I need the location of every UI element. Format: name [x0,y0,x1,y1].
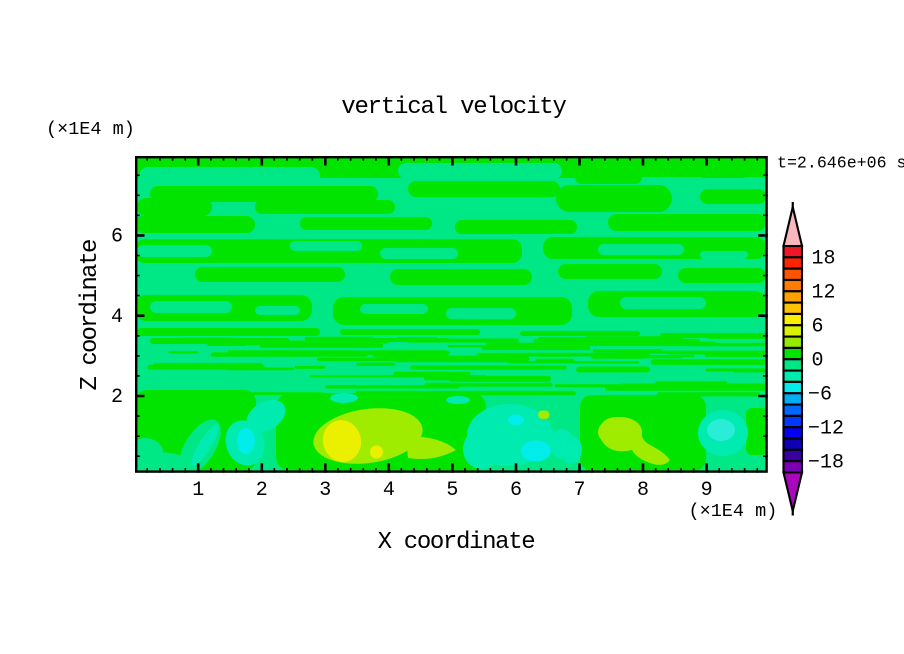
svg-text:vertical velocity: vertical velocity [341,94,566,121]
svg-text:1: 1 [192,479,204,502]
svg-text:2: 2 [111,386,123,409]
svg-text:3: 3 [319,479,331,502]
svg-text:4: 4 [383,479,395,502]
svg-text:Z coordinate: Z coordinate [77,240,104,391]
svg-text:7: 7 [573,479,585,502]
svg-text:−18: −18 [808,451,844,474]
svg-text:6: 6 [812,315,824,338]
svg-text:0: 0 [812,349,824,372]
svg-text:5: 5 [446,479,458,502]
svg-text:−12: −12 [808,417,844,440]
svg-text:(×1E4 m): (×1E4 m) [689,501,778,522]
svg-text:−6: −6 [808,383,832,406]
svg-text:8: 8 [637,479,649,502]
svg-text:12: 12 [812,281,836,304]
svg-text:(×1E4 m): (×1E4 m) [46,119,135,140]
svg-text:4: 4 [111,306,123,329]
svg-text:9: 9 [701,479,713,502]
svg-text:6: 6 [111,226,123,249]
svg-text:2: 2 [256,479,268,502]
svg-text:6: 6 [510,479,522,502]
svg-text:t=2.646e+06 s: t=2.646e+06 s [777,154,904,173]
svg-text:X coordinate: X coordinate [378,529,535,556]
svg-text:18: 18 [812,247,836,270]
